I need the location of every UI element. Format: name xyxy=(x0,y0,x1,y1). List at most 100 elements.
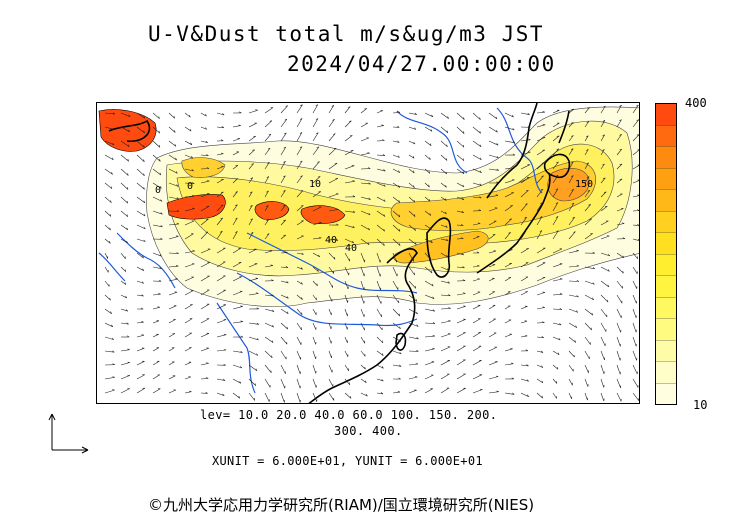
wind-vector xyxy=(472,140,482,147)
colorbar-min-label: 10 xyxy=(693,398,708,412)
wind-vector-head xyxy=(556,366,559,370)
wind-vector xyxy=(456,126,465,134)
wind-vector xyxy=(504,363,514,366)
wind-vector xyxy=(344,165,355,170)
wind-vector-head xyxy=(223,363,226,366)
wind-vector xyxy=(616,322,621,333)
wind-vector-head xyxy=(399,351,402,355)
wind-vector-head xyxy=(461,224,464,226)
wind-vector xyxy=(344,308,348,317)
wind-vector xyxy=(248,278,258,282)
wind-vector xyxy=(536,350,544,353)
wind-vector-head xyxy=(269,250,273,252)
wind-vector-head xyxy=(510,362,514,364)
wind-vector xyxy=(104,112,115,115)
wind-vector-head xyxy=(160,225,163,228)
dust-field-layer xyxy=(98,106,639,308)
wind-vector xyxy=(264,219,269,226)
wind-vector xyxy=(520,364,529,367)
wind-vector-head xyxy=(317,161,320,163)
wind-vector xyxy=(184,290,194,296)
wind-vector xyxy=(312,280,318,287)
wind-vector-head xyxy=(109,297,111,301)
wind-vector xyxy=(632,252,639,259)
wind-vector xyxy=(328,147,337,156)
wind-vector xyxy=(120,224,128,231)
wind-vector-head xyxy=(316,146,320,149)
wind-vector-head xyxy=(559,293,563,295)
wind-vector-head xyxy=(463,131,465,134)
wind-vector xyxy=(440,320,451,324)
wind-vector xyxy=(440,140,448,148)
wind-vector-head xyxy=(512,153,516,156)
wind-vector xyxy=(280,132,287,142)
wind-vector-head xyxy=(576,279,580,282)
coast-china xyxy=(308,248,418,403)
wind-vector-head xyxy=(160,199,163,202)
wind-vector-head xyxy=(462,171,465,175)
wind-vector xyxy=(472,112,481,120)
wind-vector xyxy=(536,247,546,254)
wind-vector-head xyxy=(283,132,287,135)
wind-vector-head xyxy=(221,126,224,129)
wind-vector xyxy=(296,132,303,142)
wind-vector-head xyxy=(556,148,559,150)
wind-vector-head xyxy=(368,227,370,231)
wind-vector xyxy=(248,350,259,356)
wind-vector-head xyxy=(140,307,144,310)
wind-vector-head xyxy=(143,159,145,162)
wind-vector xyxy=(168,236,179,240)
wind-vector-head xyxy=(479,183,482,186)
wind-vector xyxy=(616,294,623,304)
vector-units-label: XUNIT = 6.000E+01, YUNIT = 6.000E+01 xyxy=(212,454,483,468)
wind-vector xyxy=(376,125,384,128)
wind-vector-head xyxy=(636,134,639,136)
wind-vector-head xyxy=(428,171,431,174)
wind-vector-head xyxy=(602,120,606,122)
wind-vector xyxy=(520,306,528,310)
wind-vector-head xyxy=(239,381,242,384)
wind-vector xyxy=(392,336,402,342)
wind-vector xyxy=(312,336,316,345)
wind-vector-head xyxy=(299,160,303,163)
dust-map: 0 0 10 40 40 150 xyxy=(96,102,640,404)
dust-band-150 xyxy=(547,167,590,202)
wind-vector-head xyxy=(398,185,400,188)
wind-vector-head xyxy=(556,381,558,384)
wind-vector-head xyxy=(126,214,129,217)
wind-vector xyxy=(424,322,436,324)
wind-vector-head xyxy=(572,216,575,219)
wind-vector-head xyxy=(256,307,259,310)
wind-vector-head xyxy=(143,130,145,134)
wind-vector xyxy=(136,126,145,134)
wind-vector xyxy=(440,112,449,119)
wind-vector xyxy=(200,168,210,170)
wind-vector xyxy=(328,209,339,212)
wind-vector-head xyxy=(349,396,352,399)
wind-vector-head xyxy=(540,202,543,205)
wind-vector xyxy=(472,182,482,186)
wind-vector-head xyxy=(397,390,401,393)
wind-vector xyxy=(424,224,432,230)
wind-vector xyxy=(232,138,240,142)
wind-vector xyxy=(184,182,195,184)
wind-vector xyxy=(440,252,448,258)
wind-vector xyxy=(616,364,621,375)
wind-vector-head xyxy=(238,124,241,126)
wind-vector xyxy=(296,364,301,375)
wind-vector-head xyxy=(222,393,225,396)
wind-vector xyxy=(216,319,227,324)
wind-vector-head xyxy=(399,326,401,329)
wind-vector-head xyxy=(462,266,465,269)
wind-vector-head xyxy=(189,114,191,118)
wind-vector xyxy=(344,266,350,276)
wind-vector-head xyxy=(447,268,450,271)
wind-vector xyxy=(184,112,191,118)
wind-vector xyxy=(472,223,481,226)
wind-vector xyxy=(152,293,161,296)
wind-vector xyxy=(600,378,605,388)
wind-vector xyxy=(344,378,351,385)
wind-vector-head xyxy=(444,211,447,215)
wind-vector-head xyxy=(285,266,289,268)
contour-label: 40 xyxy=(345,243,357,254)
